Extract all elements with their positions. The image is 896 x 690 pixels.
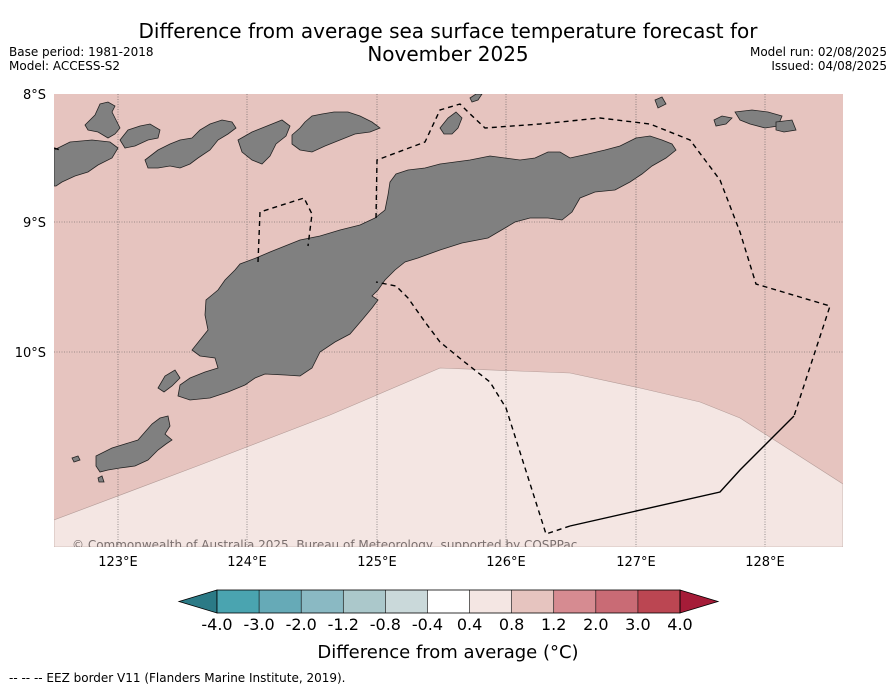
- lat-label: 9°S: [23, 216, 46, 231]
- colorbar-tick-label: 0.8: [499, 615, 524, 634]
- colorbar-tick-label: -4.0: [201, 615, 232, 634]
- small-islet: [97, 475, 105, 483]
- colorbar-tick-label: 2.0: [583, 615, 608, 634]
- eez-north-boundary: [375, 103, 831, 417]
- model-run-info: Model run: 02/08/2025 Issued: 04/08/2025: [750, 45, 887, 73]
- colorbar-tick-label: -0.8: [370, 615, 401, 634]
- semau-island: [157, 369, 181, 393]
- lon-label: 123°E: [98, 555, 138, 570]
- anomaly-region-0-4-to-0-8: [54, 367, 843, 547]
- eez-south-boundary: [375, 281, 571, 535]
- adonara-island: [84, 101, 121, 139]
- model-name: Model: ACCESS-S2: [9, 59, 121, 73]
- lon-label: 125°E: [357, 555, 397, 570]
- colorbar-segment: [637, 590, 680, 613]
- colorbar-segment: [427, 590, 470, 613]
- colorbar-segment: [217, 590, 260, 613]
- eez-legend-footnote: -- -- -- EEZ border V11 (Flanders Marine…: [9, 671, 346, 685]
- graticule: [54, 94, 843, 547]
- issued-date: Issued: 04/08/2025: [771, 59, 887, 73]
- lon-label: 124°E: [227, 555, 267, 570]
- colorbar-tick-label: 4.0: [667, 615, 692, 634]
- eez-solid-segment: [569, 415, 795, 527]
- colorbar-over-arrow: [679, 589, 720, 614]
- land-masses: [54, 94, 797, 483]
- colorbar-label: Difference from average (°C): [317, 642, 579, 663]
- colorbar-tick-label: -2.0: [286, 615, 317, 634]
- title-line-1: Difference from average sea surface temp…: [138, 19, 758, 43]
- colorbar-segment: [385, 590, 428, 613]
- model-run-date: Model run: 02/08/2025: [749, 45, 887, 59]
- colorbar-segment: [343, 590, 386, 613]
- lembata-island: [144, 119, 237, 169]
- longitude-labels: 123°E 124°E 125°E 126°E 127°E 128°E: [98, 555, 785, 570]
- latitude-labels: 8°S 9°S 10°S: [15, 88, 46, 361]
- pantar-island: [237, 119, 291, 165]
- romang-island: [713, 115, 733, 127]
- colorbar-tick-label: 3.0: [625, 615, 650, 634]
- map-plot-area: © Commonwealth of Australia 2025, Bureau…: [54, 94, 843, 552]
- copyright-notice: © Commonwealth of Australia 2025, Bureau…: [72, 538, 577, 552]
- lat-label: 10°S: [15, 346, 46, 361]
- colorbar-segment: [259, 590, 302, 613]
- colorbar-segment: [511, 590, 554, 613]
- chart-title: Difference from average sea surface temp…: [0, 20, 896, 66]
- ndao-island: [71, 455, 81, 463]
- lat-label: 8°S: [23, 88, 46, 103]
- wetar-tip: [469, 94, 483, 103]
- lon-label: 126°E: [486, 555, 526, 570]
- rote-island: [95, 415, 173, 473]
- babar-small: [775, 119, 797, 133]
- colorbar-tick-label: -1.2: [328, 615, 359, 634]
- atauro-island: [439, 111, 463, 135]
- colorbar-segment: [553, 590, 596, 613]
- base-period: Base period: 1981-2018: [9, 45, 154, 59]
- colorbar-segment: [301, 590, 344, 613]
- colorbar-segment: [469, 590, 512, 613]
- colorbar-tick-label: 1.2: [541, 615, 566, 634]
- eez-border: [54, 103, 831, 535]
- colorbar-tick-label: -3.0: [243, 615, 274, 634]
- colorbar-outline: [216, 589, 681, 614]
- colorbar-tick-labels: -4.0 -3.0 -2.0 -1.2 -0.8 -0.4 0.4 0.8 1.2 2.0 3.0 4…: [201, 615, 692, 634]
- colorbar-segment: [595, 590, 638, 613]
- lembata-west: [119, 123, 161, 149]
- alor-island: [291, 111, 381, 153]
- flores-east-island: [54, 139, 119, 187]
- base-period-info: Base period: 1981-2018 Model: ACCESS-S2: [9, 45, 154, 73]
- damar-island: [654, 96, 667, 109]
- colorbar-tick-label: -0.4: [412, 615, 443, 634]
- lon-label: 127°E: [616, 555, 656, 570]
- colorbar-tick-label: 0.4: [457, 615, 482, 634]
- timor-island: [177, 135, 677, 401]
- colorbar: [177, 589, 720, 614]
- title-line-2: November 2025: [367, 42, 529, 66]
- eez-west-fragment: [54, 147, 61, 151]
- colorbar-under-arrow: [177, 589, 218, 614]
- lon-label: 128°E: [745, 555, 785, 570]
